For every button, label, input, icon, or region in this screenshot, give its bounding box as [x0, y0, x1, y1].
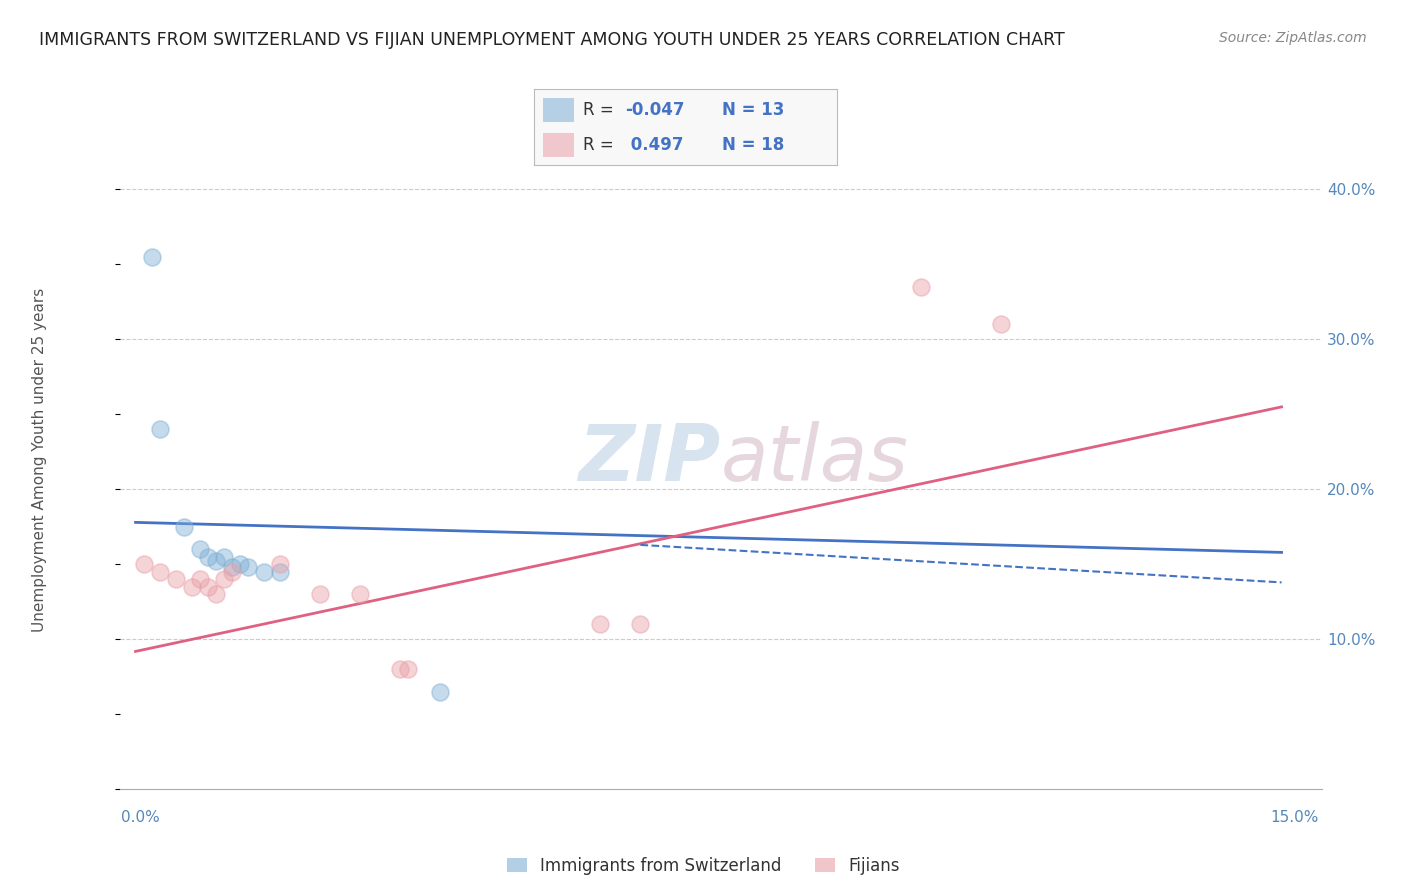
Text: R =: R = — [582, 101, 619, 119]
Point — [396, 662, 419, 676]
Text: N = 13: N = 13 — [721, 101, 785, 119]
Point — [197, 549, 219, 564]
Point — [253, 565, 276, 579]
Point — [204, 554, 226, 568]
Text: Source: ZipAtlas.com: Source: ZipAtlas.com — [1219, 31, 1367, 45]
Point — [228, 558, 252, 572]
Point — [132, 558, 155, 572]
Text: ZIP: ZIP — [578, 421, 720, 498]
Point — [589, 617, 612, 632]
Text: 0.497: 0.497 — [624, 136, 683, 154]
Text: 0.0%: 0.0% — [121, 811, 160, 825]
Point — [910, 280, 932, 294]
Text: IMMIGRANTS FROM SWITZERLAND VS FIJIAN UNEMPLOYMENT AMONG YOUTH UNDER 25 YEARS CO: IMMIGRANTS FROM SWITZERLAND VS FIJIAN UN… — [39, 31, 1066, 49]
Point — [221, 565, 243, 579]
Point — [188, 573, 211, 587]
Point — [269, 565, 291, 579]
Point — [141, 250, 163, 264]
Point — [180, 580, 202, 594]
Point — [149, 422, 172, 436]
Point — [221, 560, 243, 574]
Point — [269, 558, 291, 572]
Point — [197, 580, 219, 594]
Point — [212, 573, 235, 587]
Text: -0.047: -0.047 — [624, 101, 685, 119]
Text: atlas: atlas — [720, 421, 908, 498]
Legend: Immigrants from Switzerland, Fijians: Immigrants from Switzerland, Fijians — [506, 856, 900, 875]
Point — [309, 587, 332, 601]
Point — [388, 662, 412, 676]
Point — [173, 520, 195, 534]
Point — [188, 542, 211, 557]
Point — [630, 617, 652, 632]
Point — [165, 573, 187, 587]
Point — [349, 587, 371, 601]
FancyBboxPatch shape — [543, 133, 574, 158]
Text: Unemployment Among Youth under 25 years: Unemployment Among Youth under 25 years — [32, 287, 46, 632]
Point — [149, 565, 172, 579]
Point — [212, 549, 235, 564]
Point — [204, 587, 226, 601]
Point — [990, 318, 1012, 332]
FancyBboxPatch shape — [543, 97, 574, 122]
Point — [236, 560, 259, 574]
Text: R =: R = — [582, 136, 619, 154]
Text: N = 18: N = 18 — [721, 136, 785, 154]
Point — [429, 685, 451, 699]
Text: 15.0%: 15.0% — [1271, 811, 1319, 825]
